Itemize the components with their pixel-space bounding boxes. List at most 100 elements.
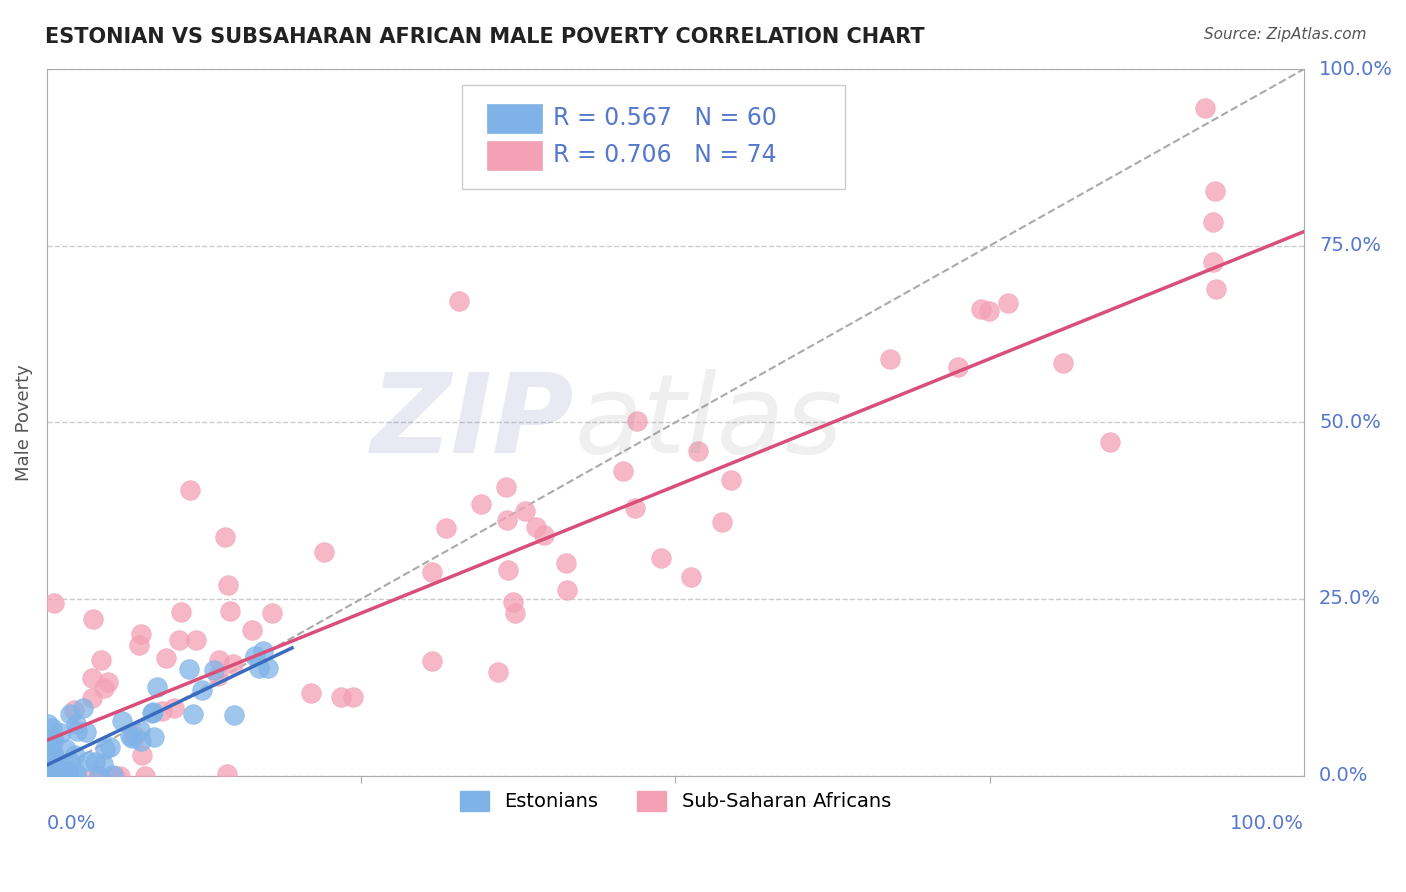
Point [1099, 434, 1122, 449]
Point [207, 669, 229, 683]
Point [104, 769, 127, 783]
Point [42, 597, 65, 611]
Text: Source: ZipAtlas.com: Source: ZipAtlas.com [1204, 27, 1367, 42]
Point [533, 528, 555, 542]
FancyBboxPatch shape [461, 85, 845, 189]
Point [58, 706, 80, 721]
Point [143, 730, 166, 744]
Text: ZIP: ZIP [371, 369, 575, 475]
Y-axis label: Male Poverty: Male Poverty [15, 364, 32, 481]
Point [342, 690, 364, 705]
Point [496, 513, 519, 527]
Point [142, 706, 165, 720]
Point [39, 769, 62, 783]
Point [65, 769, 87, 783]
Point [191, 682, 214, 697]
Point [177, 663, 200, 677]
Point [186, 633, 208, 648]
Text: 0.0%: 0.0% [1319, 766, 1368, 785]
Point [131, 734, 153, 748]
Point [65, 717, 87, 731]
Point [111, 714, 134, 728]
Point [183, 707, 205, 722]
Text: ESTONIAN VS SUBSAHARAN AFRICAN MALE POVERTY CORRELATION CHART: ESTONIAN VS SUBSAHARAN AFRICAN MALE POVE… [45, 27, 925, 46]
FancyBboxPatch shape [486, 141, 543, 170]
Point [129, 723, 152, 737]
Point [124, 729, 146, 743]
Point [222, 708, 245, 723]
Point [447, 294, 470, 309]
Legend: Estonians, Sub-Saharan Africans: Estonians, Sub-Saharan Africans [451, 783, 898, 819]
Point [219, 603, 242, 617]
Point [623, 500, 645, 515]
Point [41, 721, 63, 735]
Point [155, 651, 177, 665]
Point [162, 700, 184, 714]
Point [37, 735, 59, 749]
Point [486, 665, 509, 679]
Point [45, 769, 67, 783]
Point [42, 749, 65, 764]
Point [1194, 101, 1216, 115]
Point [131, 748, 153, 763]
Point [524, 520, 547, 534]
Point [420, 654, 443, 668]
Point [80, 671, 103, 685]
Point [66, 723, 89, 738]
Point [141, 706, 163, 720]
Point [37, 716, 59, 731]
Point [496, 562, 519, 576]
Point [46, 769, 69, 783]
Point [222, 657, 245, 672]
Point [93, 681, 115, 695]
Point [299, 686, 322, 700]
Point [134, 769, 156, 783]
Point [202, 663, 225, 677]
Point [1205, 282, 1227, 296]
Point [58, 764, 80, 779]
Point [997, 296, 1019, 310]
Text: atlas: atlas [575, 369, 844, 475]
Point [53, 767, 76, 781]
Point [129, 627, 152, 641]
Point [208, 653, 231, 667]
Point [77, 754, 100, 768]
Point [1202, 215, 1225, 229]
Point [41, 749, 63, 764]
Point [260, 606, 283, 620]
Text: R = 0.706   N = 74: R = 0.706 N = 74 [554, 144, 778, 168]
Point [513, 504, 536, 518]
Text: R = 0.567   N = 60: R = 0.567 N = 60 [554, 106, 778, 130]
Point [1052, 356, 1074, 370]
Point [72, 701, 94, 715]
Point [65, 766, 87, 780]
Point [94, 741, 117, 756]
Point [650, 551, 672, 566]
Point [217, 578, 239, 592]
Point [879, 351, 901, 366]
Point [128, 638, 150, 652]
Point [42, 731, 65, 745]
Point [329, 690, 352, 704]
Point [42, 735, 65, 749]
FancyBboxPatch shape [486, 103, 543, 133]
Text: 25.0%: 25.0% [1319, 590, 1381, 608]
Point [38, 758, 60, 772]
Point [91, 756, 114, 771]
Point [247, 661, 270, 675]
Text: 100.0%: 100.0% [1230, 814, 1303, 833]
Point [1204, 184, 1226, 198]
Point [146, 680, 169, 694]
Point [555, 557, 578, 571]
Point [98, 740, 121, 755]
Text: 75.0%: 75.0% [1319, 236, 1381, 255]
Point [97, 675, 120, 690]
Point [55, 741, 77, 756]
Point [314, 544, 336, 558]
Point [53, 769, 76, 783]
Point [46, 762, 69, 776]
Point [612, 464, 634, 478]
Point [63, 748, 86, 763]
Point [170, 605, 193, 619]
Point [720, 473, 742, 487]
